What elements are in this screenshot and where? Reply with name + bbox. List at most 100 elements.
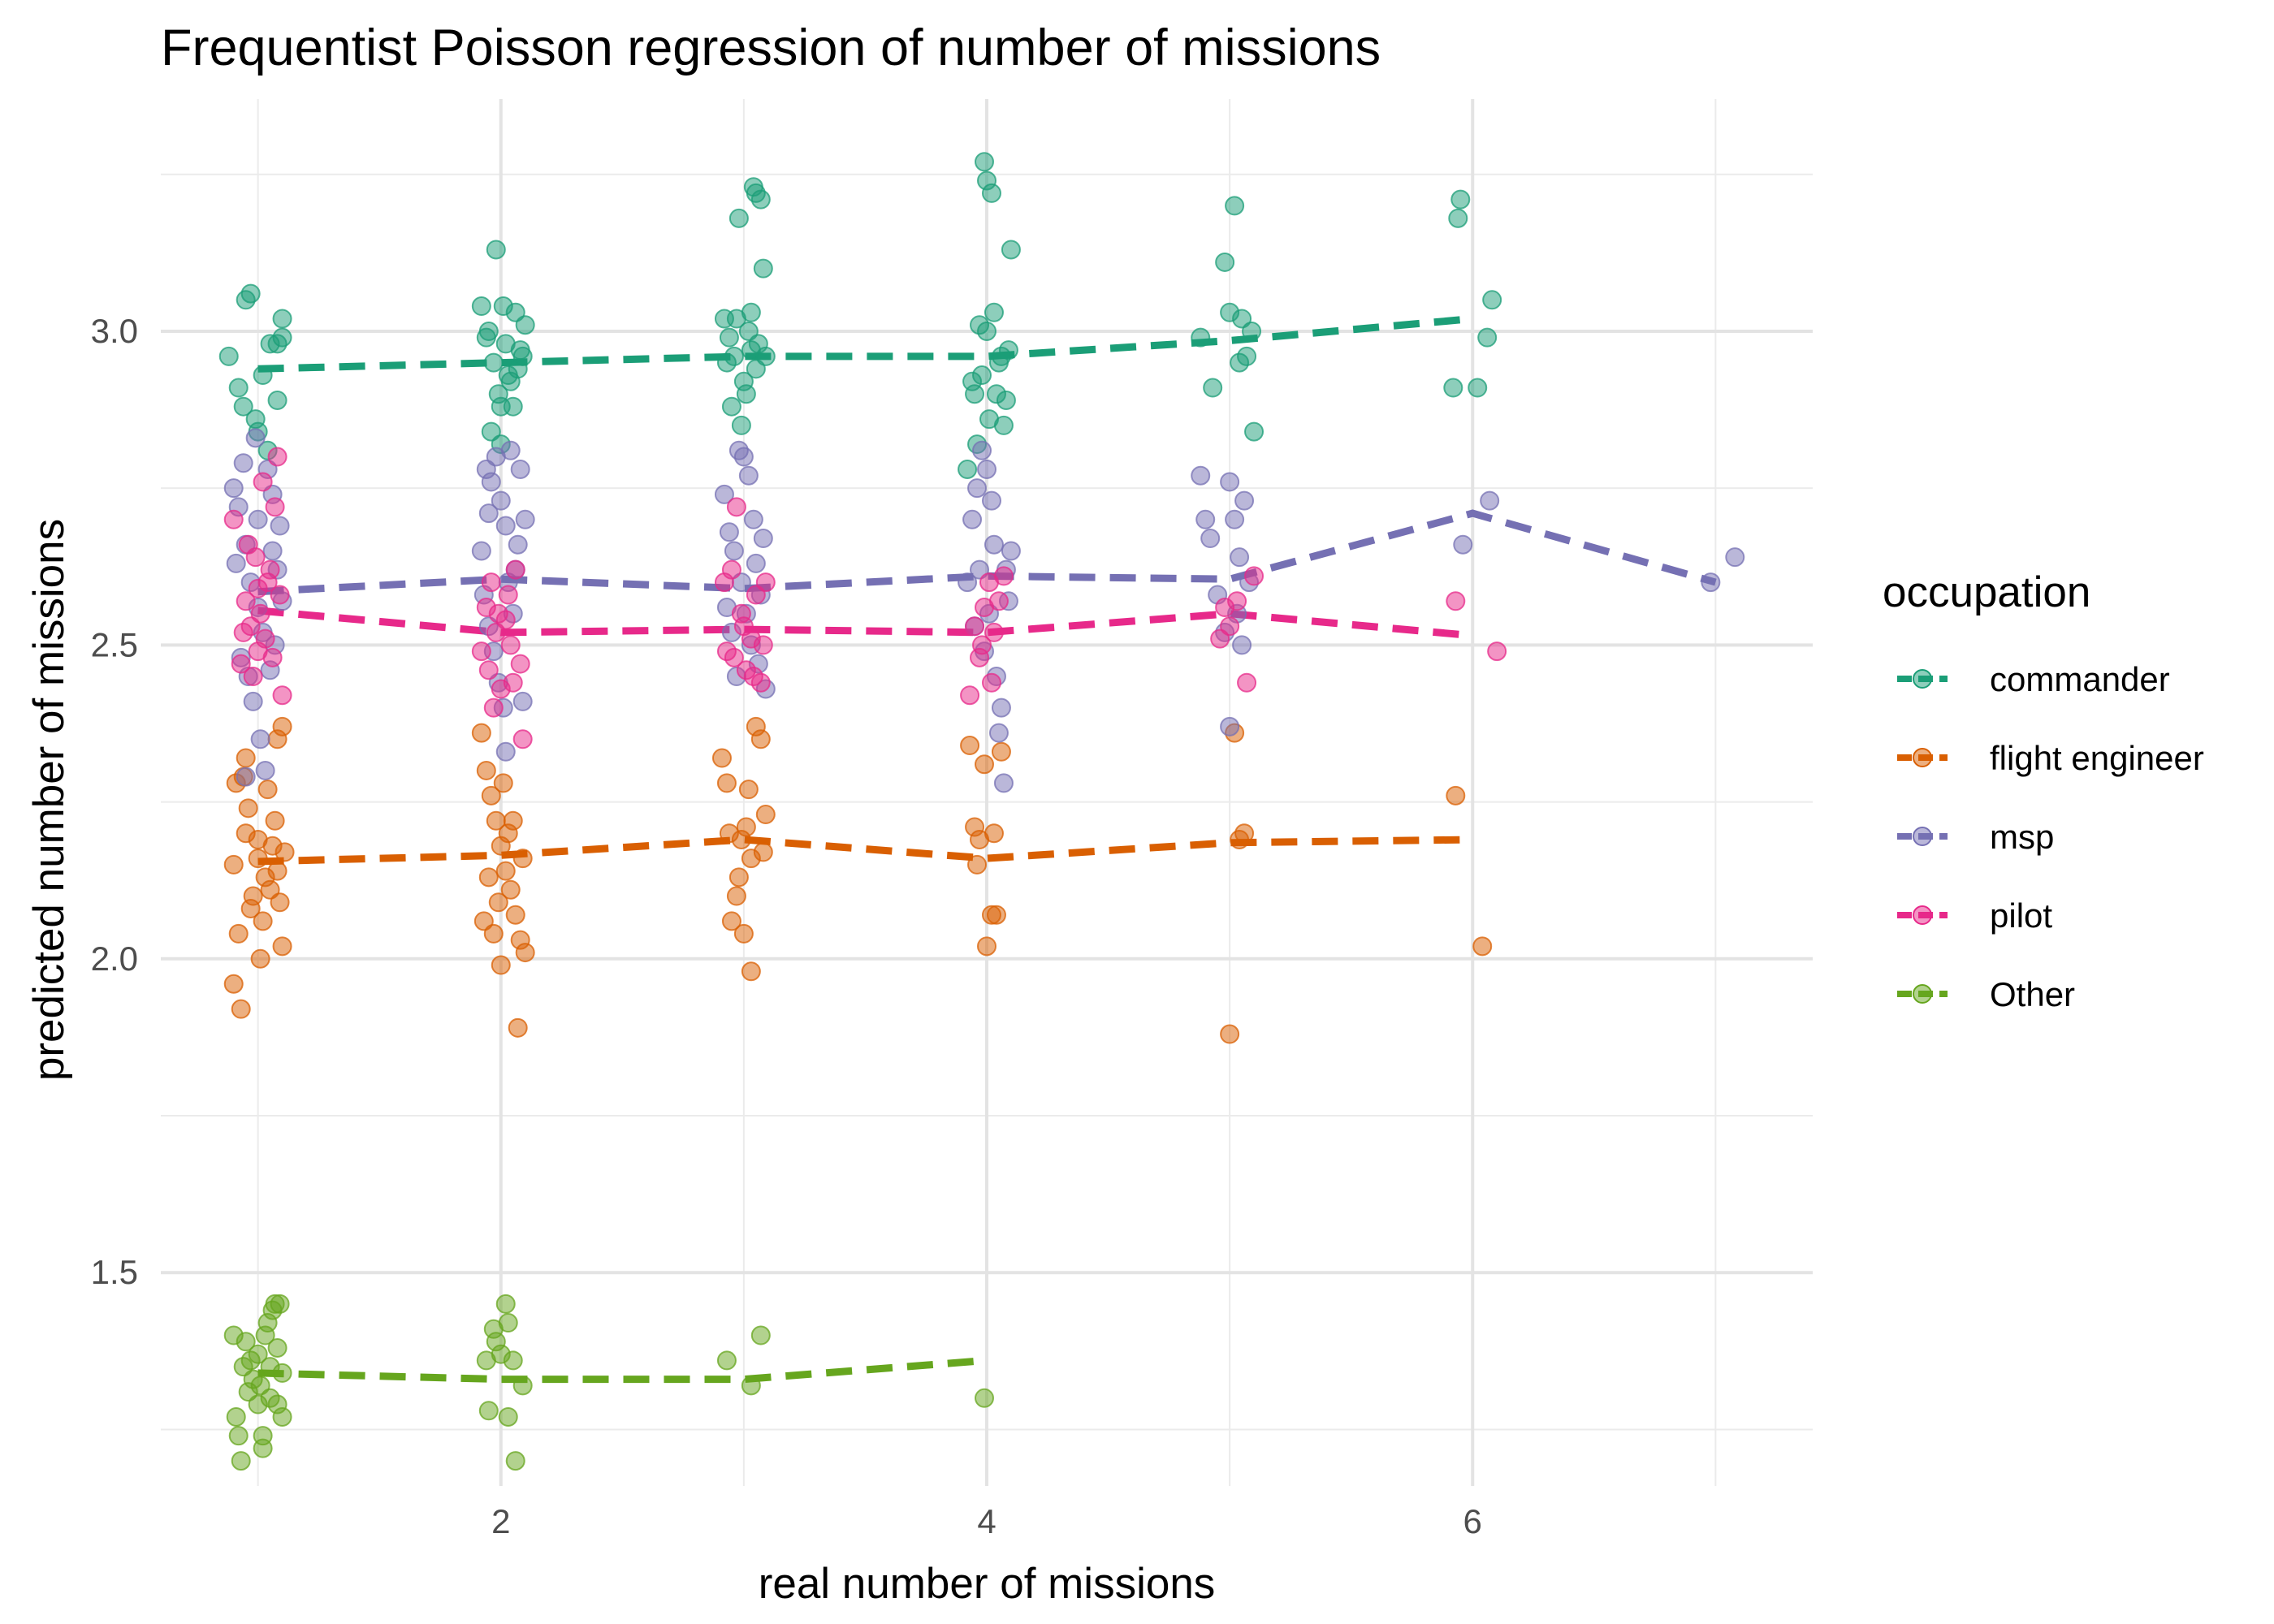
point-pilot bbox=[231, 654, 251, 674]
point-commander bbox=[272, 309, 292, 329]
point-other bbox=[267, 1337, 287, 1358]
point-msp bbox=[1225, 509, 1245, 529]
point-pilot bbox=[1446, 591, 1466, 611]
point-commander bbox=[1448, 208, 1468, 228]
point-commander bbox=[483, 352, 504, 373]
x-tick-label: 2 bbox=[491, 1502, 510, 1540]
point-flight-engineer bbox=[1234, 823, 1255, 844]
point-commander bbox=[471, 296, 491, 317]
point-msp bbox=[977, 459, 996, 479]
point-commander bbox=[979, 409, 999, 430]
point-msp bbox=[1453, 534, 1473, 555]
point-pilot bbox=[265, 497, 285, 517]
point-pilot bbox=[483, 698, 504, 718]
point-msp bbox=[967, 478, 988, 499]
point-commander bbox=[488, 384, 508, 404]
point-commander bbox=[1215, 252, 1235, 272]
point-msp bbox=[1195, 509, 1216, 529]
point-commander bbox=[721, 396, 741, 417]
point-commander bbox=[736, 384, 756, 404]
point-other bbox=[503, 1350, 523, 1371]
point-commander bbox=[716, 352, 737, 373]
point-commander bbox=[1482, 290, 1502, 310]
legend-item-flight-engineer: flight engineer bbox=[1897, 739, 2204, 777]
point-pilot bbox=[260, 559, 280, 580]
point-pilot bbox=[733, 616, 754, 637]
point-msp bbox=[738, 465, 759, 486]
point-msp bbox=[471, 541, 491, 561]
point-msp bbox=[495, 516, 516, 536]
point-commander bbox=[1225, 196, 1245, 216]
point-flight-engineer bbox=[231, 999, 251, 1019]
point-other bbox=[253, 1426, 273, 1446]
point-msp bbox=[981, 490, 1001, 511]
chart-title: Frequentist Poisson regression of number… bbox=[161, 19, 1381, 76]
point-msp bbox=[495, 741, 516, 762]
point-pilot bbox=[726, 497, 746, 517]
point-flight-engineer bbox=[253, 911, 273, 931]
point-commander bbox=[240, 283, 261, 304]
point-commander bbox=[486, 240, 506, 260]
point-pilot bbox=[471, 641, 491, 662]
point-other bbox=[236, 1332, 256, 1352]
point-other bbox=[495, 1294, 516, 1314]
point-commander bbox=[991, 346, 1011, 366]
point-pilot bbox=[988, 591, 1009, 611]
point-flight-engineer bbox=[977, 936, 996, 957]
y-tick-label: 3.0 bbox=[91, 312, 138, 350]
point-pilot bbox=[478, 660, 499, 680]
point-flight-engineer bbox=[471, 723, 491, 743]
point-commander bbox=[1237, 346, 1257, 366]
point-flight-engineer bbox=[481, 785, 501, 806]
x-tick-label: 6 bbox=[1463, 1502, 1482, 1540]
point-flight-engineer bbox=[741, 961, 761, 982]
point-flight-engineer bbox=[1446, 785, 1466, 806]
point-msp bbox=[245, 428, 266, 448]
point-commander bbox=[1450, 189, 1471, 209]
point-other bbox=[975, 1388, 995, 1408]
point-flight-engineer bbox=[1472, 936, 1493, 957]
series-points bbox=[218, 152, 1745, 1471]
point-commander bbox=[981, 183, 1001, 203]
point-flight-engineer bbox=[270, 892, 290, 913]
point-msp bbox=[243, 691, 263, 711]
point-other bbox=[250, 1376, 270, 1396]
point-flight-engineer bbox=[238, 798, 258, 818]
point-other bbox=[750, 1325, 771, 1345]
legend-label-commander: commander bbox=[1990, 660, 2170, 698]
point-commander bbox=[253, 365, 273, 386]
point-other bbox=[716, 1350, 737, 1371]
point-other bbox=[226, 1406, 246, 1427]
point-flight-engineer bbox=[257, 780, 278, 800]
point-pilot bbox=[1237, 672, 1257, 693]
point-pilot bbox=[503, 672, 523, 693]
point-flight-engineer bbox=[738, 780, 759, 800]
point-other bbox=[231, 1451, 251, 1471]
point-flight-engineer bbox=[728, 867, 749, 888]
point-msp bbox=[958, 572, 978, 593]
point-flight-engineer bbox=[236, 748, 256, 768]
point-pilot bbox=[481, 572, 501, 593]
point-flight-engineer bbox=[495, 861, 516, 881]
point-msp bbox=[733, 447, 754, 467]
point-pilot bbox=[248, 578, 268, 598]
point-commander bbox=[272, 327, 292, 348]
point-pilot bbox=[498, 585, 518, 605]
legend: occupation commander flight engineer msp pi… bbox=[1883, 568, 2204, 1013]
point-msp bbox=[1234, 490, 1255, 511]
point-other bbox=[260, 1357, 280, 1377]
point-commander bbox=[958, 459, 978, 479]
legend-item-pilot: pilot bbox=[1897, 896, 2052, 935]
point-flight-engineer bbox=[512, 849, 533, 869]
point-msp bbox=[512, 691, 533, 711]
legend-key-point-commander bbox=[1913, 669, 1932, 689]
point-msp bbox=[262, 541, 283, 561]
point-pilot bbox=[253, 472, 273, 492]
point-pilot bbox=[488, 603, 508, 624]
legend-label-other: Other bbox=[1990, 975, 2075, 1013]
point-pilot bbox=[233, 622, 253, 642]
point-flight-engineer bbox=[726, 886, 746, 906]
point-commander bbox=[1443, 378, 1463, 398]
point-pilot bbox=[267, 447, 287, 467]
